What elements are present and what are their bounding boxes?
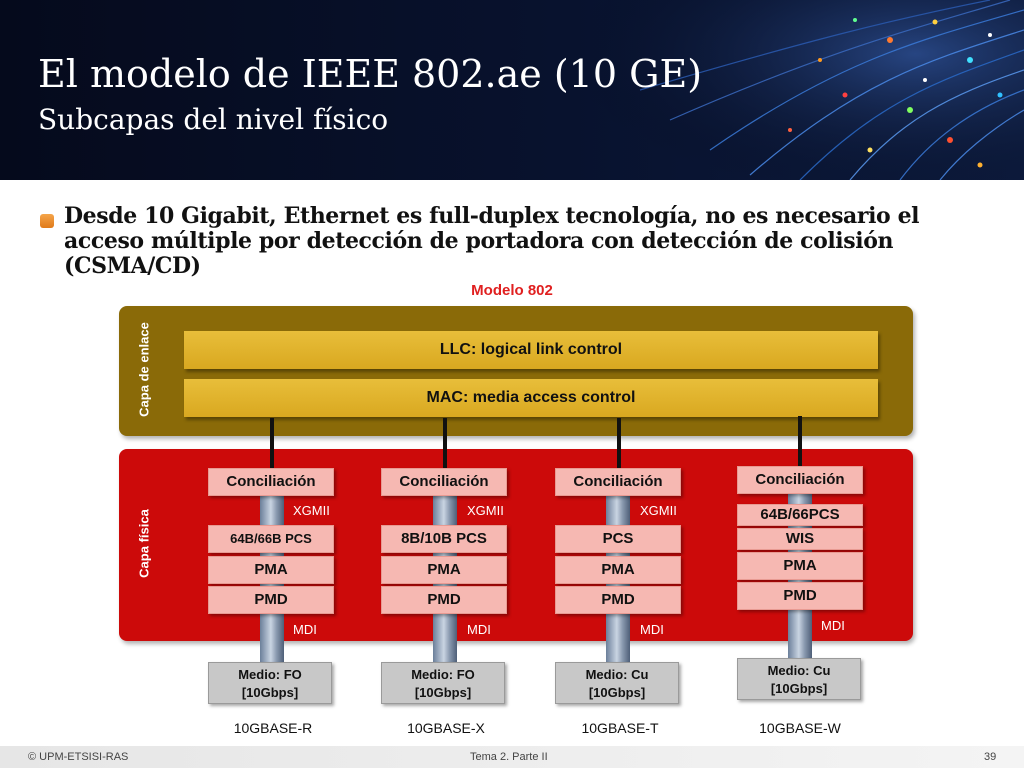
reconciliation-block: Conciliación	[208, 468, 334, 496]
medium-label: Medio: FO	[411, 667, 475, 682]
pmd-block: PMD	[555, 586, 681, 614]
xgmii-label: XGMII	[640, 503, 677, 518]
mac-connector	[270, 418, 274, 470]
pcs-block: 64B/66PCS	[737, 504, 863, 526]
medium-label: Medio: Cu	[767, 663, 831, 678]
reconciliation-block: Conciliación	[381, 468, 507, 496]
wis-block: WIS	[737, 528, 863, 550]
mac-bar: MAC: media access control	[184, 379, 878, 417]
pcs-block: 64B/66B PCS	[208, 525, 334, 553]
reconciliation-block: Conciliación	[555, 468, 681, 496]
bullet-text: Desde 10 Gigabit, Ethernet es full-duple…	[64, 203, 920, 279]
reconciliation-block: Conciliación	[737, 466, 863, 494]
mac-connector	[443, 418, 447, 470]
link-layer-label: Capa de enlace	[136, 322, 152, 417]
pma-block: PMA	[737, 552, 863, 580]
medium-box: Medio: Cu [10Gbps]	[737, 658, 861, 700]
medium-box: Medio: Cu [10Gbps]	[555, 662, 679, 704]
pmd-block: PMD	[737, 582, 863, 610]
pma-block: PMA	[381, 556, 507, 584]
standard-label: 10GBASE-T	[581, 720, 659, 736]
medium-box: Medio: FO [10Gbps]	[208, 662, 332, 704]
medium-speed: [10Gbps]	[588, 685, 646, 700]
mdi-label: MDI	[640, 622, 664, 637]
medium-speed: [10Gbps]	[770, 681, 828, 696]
footer-center: Tema 2. Parte II	[470, 751, 548, 763]
page-title: El modelo de IEEE 802.ae (10 GE)	[38, 52, 703, 96]
standard-label: 10GBASE-X	[407, 720, 485, 736]
footer-bar	[0, 746, 1024, 768]
page-number: 39	[984, 751, 997, 763]
medium-label: Medio: FO	[238, 667, 302, 682]
standard-label: 10GBASE-R	[233, 720, 313, 736]
mac-connector	[798, 416, 802, 466]
pma-block: PMA	[208, 556, 334, 584]
mdi-label: MDI	[821, 618, 845, 633]
pcs-block: PCS	[555, 525, 681, 553]
pma-block: PMA	[555, 556, 681, 584]
medium-label: Medio: Cu	[585, 667, 649, 682]
mac-connector	[617, 418, 621, 470]
mdi-label: MDI	[467, 622, 491, 637]
medium-speed: [10Gbps]	[414, 685, 472, 700]
medium-box: Medio: FO [10Gbps]	[381, 662, 505, 704]
mdi-label: MDI	[293, 622, 317, 637]
page-subtitle: Subcapas del nivel físico	[38, 103, 389, 136]
pmd-block: PMD	[208, 586, 334, 614]
llc-bar: LLC: logical link control	[184, 331, 878, 369]
bullet-icon	[40, 214, 54, 228]
footer-copyright: © UPM-ETSISI-RAS	[28, 751, 129, 763]
physical-layer-label: Capa física	[136, 509, 152, 578]
xgmii-label: XGMII	[467, 503, 504, 518]
xgmii-label: XGMII	[293, 503, 330, 518]
pcs-block: 8B/10B PCS	[381, 525, 507, 553]
fiber-optic-image	[590, 0, 1024, 180]
pmd-block: PMD	[381, 586, 507, 614]
medium-speed: [10Gbps]	[241, 685, 299, 700]
standard-label: 10GBASE-W	[759, 720, 841, 736]
diagram-title: Modelo 802	[471, 282, 553, 299]
header-banner: El modelo de IEEE 802.ae (10 GE) Subcapa…	[0, 0, 1024, 180]
